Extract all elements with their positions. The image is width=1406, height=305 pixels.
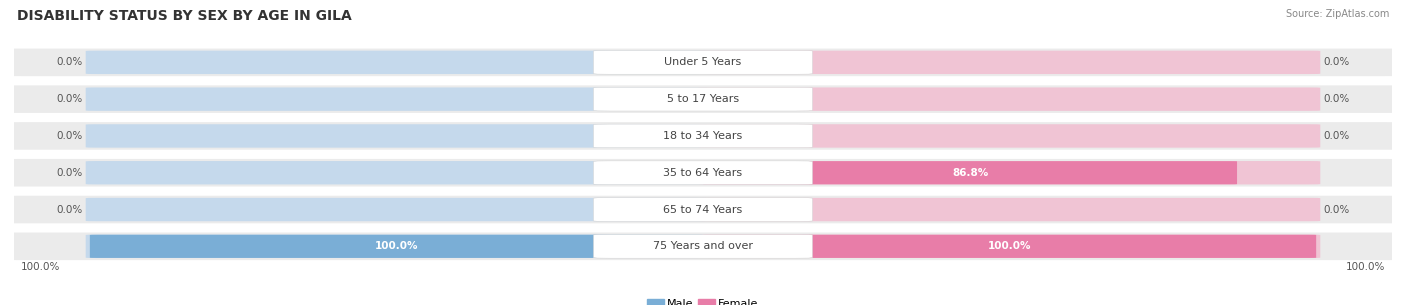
Text: 0.0%: 0.0%: [56, 94, 83, 104]
FancyBboxPatch shape: [699, 88, 1320, 111]
FancyBboxPatch shape: [86, 198, 707, 221]
Text: 65 to 74 Years: 65 to 74 Years: [664, 205, 742, 214]
FancyBboxPatch shape: [699, 124, 1320, 148]
Text: 18 to 34 Years: 18 to 34 Years: [664, 131, 742, 141]
FancyBboxPatch shape: [86, 88, 707, 111]
FancyBboxPatch shape: [90, 235, 703, 258]
Text: 100.0%: 100.0%: [374, 241, 418, 251]
Text: 0.0%: 0.0%: [56, 57, 83, 67]
Text: 0.0%: 0.0%: [1323, 94, 1350, 104]
Text: 0.0%: 0.0%: [1323, 57, 1350, 67]
FancyBboxPatch shape: [699, 161, 1320, 185]
Legend: Male, Female: Male, Female: [643, 295, 763, 305]
FancyBboxPatch shape: [0, 196, 1406, 223]
FancyBboxPatch shape: [86, 161, 707, 185]
FancyBboxPatch shape: [593, 87, 813, 111]
Text: 75 Years and over: 75 Years and over: [652, 241, 754, 251]
Text: 0.0%: 0.0%: [1323, 205, 1350, 214]
Text: Under 5 Years: Under 5 Years: [665, 57, 741, 67]
FancyBboxPatch shape: [0, 232, 1406, 260]
FancyBboxPatch shape: [593, 198, 813, 221]
FancyBboxPatch shape: [86, 124, 707, 148]
FancyBboxPatch shape: [593, 161, 813, 185]
FancyBboxPatch shape: [699, 51, 1320, 74]
Text: 5 to 17 Years: 5 to 17 Years: [666, 94, 740, 104]
Text: 100.0%: 100.0%: [1346, 262, 1385, 271]
FancyBboxPatch shape: [703, 161, 1237, 184]
FancyBboxPatch shape: [0, 85, 1406, 113]
FancyBboxPatch shape: [593, 124, 813, 148]
Text: 86.8%: 86.8%: [952, 168, 988, 178]
FancyBboxPatch shape: [0, 122, 1406, 150]
Text: DISABILITY STATUS BY SEX BY AGE IN GILA: DISABILITY STATUS BY SEX BY AGE IN GILA: [17, 9, 352, 23]
FancyBboxPatch shape: [699, 235, 1320, 258]
Text: 0.0%: 0.0%: [1323, 131, 1350, 141]
FancyBboxPatch shape: [86, 51, 707, 74]
Text: 35 to 64 Years: 35 to 64 Years: [664, 168, 742, 178]
FancyBboxPatch shape: [0, 159, 1406, 187]
FancyBboxPatch shape: [703, 235, 1316, 258]
Text: Source: ZipAtlas.com: Source: ZipAtlas.com: [1285, 9, 1389, 19]
Text: 100.0%: 100.0%: [21, 262, 60, 271]
FancyBboxPatch shape: [86, 235, 707, 258]
Text: 100.0%: 100.0%: [988, 241, 1032, 251]
FancyBboxPatch shape: [593, 51, 813, 74]
FancyBboxPatch shape: [699, 198, 1320, 221]
Text: 0.0%: 0.0%: [56, 168, 83, 178]
Text: 0.0%: 0.0%: [56, 205, 83, 214]
FancyBboxPatch shape: [0, 48, 1406, 76]
FancyBboxPatch shape: [593, 235, 813, 258]
Text: 0.0%: 0.0%: [56, 131, 83, 141]
